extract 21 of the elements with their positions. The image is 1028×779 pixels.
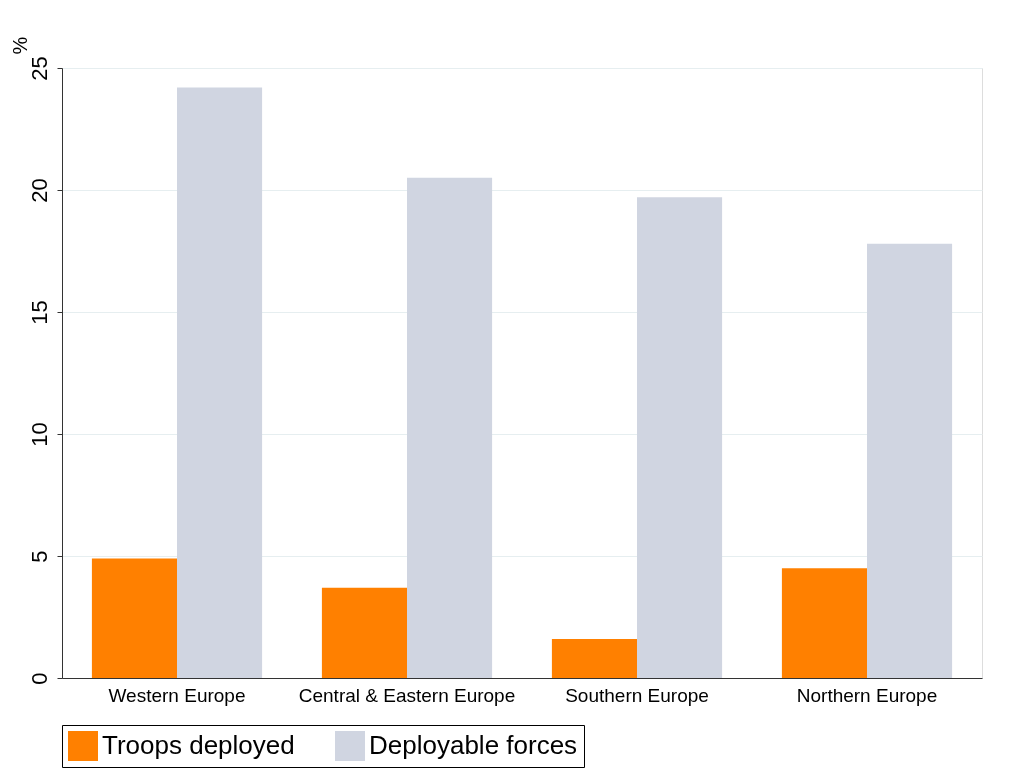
bar [321,587,407,678]
y-axis-title: % [8,36,31,55]
y-tick-label: 5 [26,550,52,563]
y-tick-label: 0 [26,672,52,685]
bar [551,638,637,678]
x-tick-label: Western Europe [108,684,246,706]
y-tick-label: 15 [26,300,52,325]
y-tick-label: 10 [26,422,52,447]
legend-label: Troops deployed [102,730,295,760]
bar [781,568,867,678]
y-tick-label: 20 [26,178,52,203]
legend-label: Deployable forces [369,730,578,760]
x-tick-label: Southern Europe [565,684,709,706]
y-tick-label: 25 [26,56,52,81]
bar [867,243,953,678]
x-tick-label: Northern Europe [796,684,938,706]
bar [177,87,263,678]
bar [637,197,723,678]
bar [91,558,177,678]
bar [407,177,493,678]
x-tick-label: Central & Eastern Europe [298,684,516,706]
